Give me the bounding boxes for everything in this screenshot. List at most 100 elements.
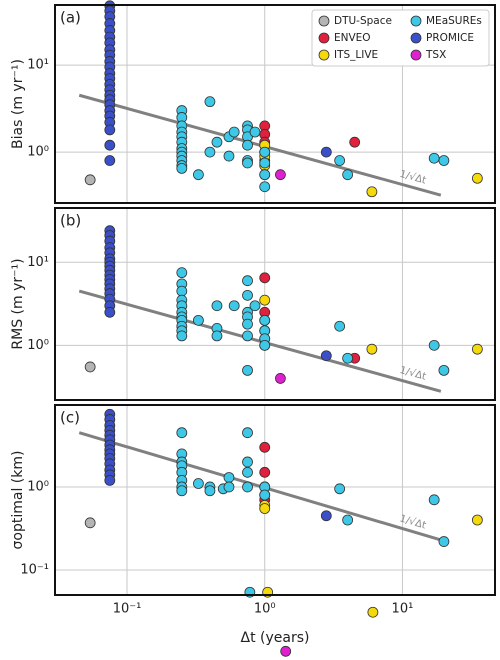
panel-frame bbox=[54, 207, 496, 401]
point bbox=[204, 96, 216, 108]
point bbox=[320, 350, 332, 362]
point bbox=[223, 481, 235, 493]
point bbox=[193, 478, 204, 489]
point bbox=[366, 343, 378, 355]
legend-label: PROMICE bbox=[426, 32, 474, 44]
y-tick-label: 10⁰ bbox=[27, 338, 49, 353]
point bbox=[193, 169, 204, 181]
y-axis-label: RMS (m yr⁻¹) bbox=[10, 258, 26, 349]
legend-marker bbox=[318, 32, 330, 44]
point bbox=[104, 306, 116, 318]
point bbox=[104, 155, 116, 166]
legend-label: ITS_LIVE bbox=[334, 49, 378, 61]
x-axis-label: Δt (years) bbox=[241, 630, 310, 646]
point bbox=[259, 157, 271, 169]
point bbox=[104, 474, 116, 486]
point bbox=[342, 352, 354, 364]
point bbox=[334, 320, 346, 332]
point bbox=[242, 275, 253, 287]
point bbox=[428, 494, 440, 506]
point bbox=[471, 514, 483, 526]
y-axis-label: Bias (m yr⁻¹) bbox=[10, 59, 26, 149]
legend-marker bbox=[410, 15, 422, 27]
point bbox=[259, 503, 271, 514]
legend-label: DTU-Space bbox=[334, 15, 392, 27]
point bbox=[259, 339, 271, 351]
legend-marker bbox=[318, 15, 330, 27]
point bbox=[176, 285, 188, 297]
x-tick-label: 10¹ bbox=[392, 602, 414, 617]
point bbox=[242, 330, 253, 342]
y-tick-label: 10⁰ bbox=[27, 145, 49, 160]
point bbox=[211, 300, 223, 312]
point bbox=[438, 364, 450, 376]
point bbox=[259, 181, 271, 193]
point bbox=[242, 427, 253, 439]
point bbox=[280, 645, 292, 657]
y-axis-label: σoptimal (km) bbox=[10, 451, 26, 550]
point bbox=[204, 485, 216, 497]
point bbox=[204, 146, 216, 158]
point bbox=[193, 314, 204, 326]
point bbox=[228, 126, 240, 138]
point bbox=[242, 318, 253, 330]
legend-label: TSX bbox=[425, 49, 446, 61]
x-tick-label: 10⁻¹ bbox=[113, 602, 142, 617]
point bbox=[275, 373, 286, 384]
panel-frame bbox=[54, 4, 496, 204]
point bbox=[334, 155, 346, 166]
point bbox=[342, 514, 354, 526]
panel-label: (c) bbox=[60, 409, 80, 427]
panel-label: (b) bbox=[60, 212, 81, 230]
point bbox=[259, 294, 271, 306]
point bbox=[104, 139, 116, 151]
point bbox=[428, 152, 440, 164]
point bbox=[438, 536, 450, 547]
point bbox=[249, 126, 261, 138]
legend-label: MEaSUREs bbox=[426, 15, 482, 27]
point bbox=[176, 267, 188, 279]
y-tick-label: 10¹ bbox=[27, 255, 49, 270]
point bbox=[176, 485, 188, 497]
y-tick-label: 10⁰ bbox=[27, 479, 49, 494]
point bbox=[249, 300, 261, 312]
point bbox=[259, 489, 271, 501]
point bbox=[334, 483, 346, 495]
point bbox=[242, 139, 253, 151]
legend-marker bbox=[410, 32, 422, 44]
point bbox=[259, 314, 271, 326]
point bbox=[223, 472, 235, 483]
point bbox=[84, 517, 96, 529]
point bbox=[320, 510, 332, 522]
point bbox=[242, 364, 253, 376]
point bbox=[366, 186, 378, 198]
point bbox=[342, 169, 354, 181]
point bbox=[428, 339, 440, 351]
panel-frame bbox=[54, 404, 496, 596]
point bbox=[176, 162, 188, 174]
point bbox=[259, 272, 271, 284]
legend-marker bbox=[318, 49, 330, 61]
point bbox=[471, 172, 483, 184]
point bbox=[228, 300, 240, 312]
point bbox=[438, 155, 450, 166]
y-tick-label: 10⁻¹ bbox=[20, 562, 49, 577]
y-tick-label: 10¹ bbox=[27, 58, 49, 73]
point bbox=[259, 441, 271, 453]
point bbox=[471, 343, 483, 355]
point bbox=[242, 481, 253, 493]
point bbox=[176, 330, 188, 342]
point bbox=[84, 361, 96, 373]
point bbox=[242, 456, 253, 468]
legend-box bbox=[311, 9, 490, 67]
point bbox=[320, 146, 332, 158]
point bbox=[176, 427, 188, 439]
point bbox=[211, 330, 223, 342]
point bbox=[242, 157, 253, 169]
point bbox=[84, 174, 96, 186]
point bbox=[211, 136, 223, 148]
